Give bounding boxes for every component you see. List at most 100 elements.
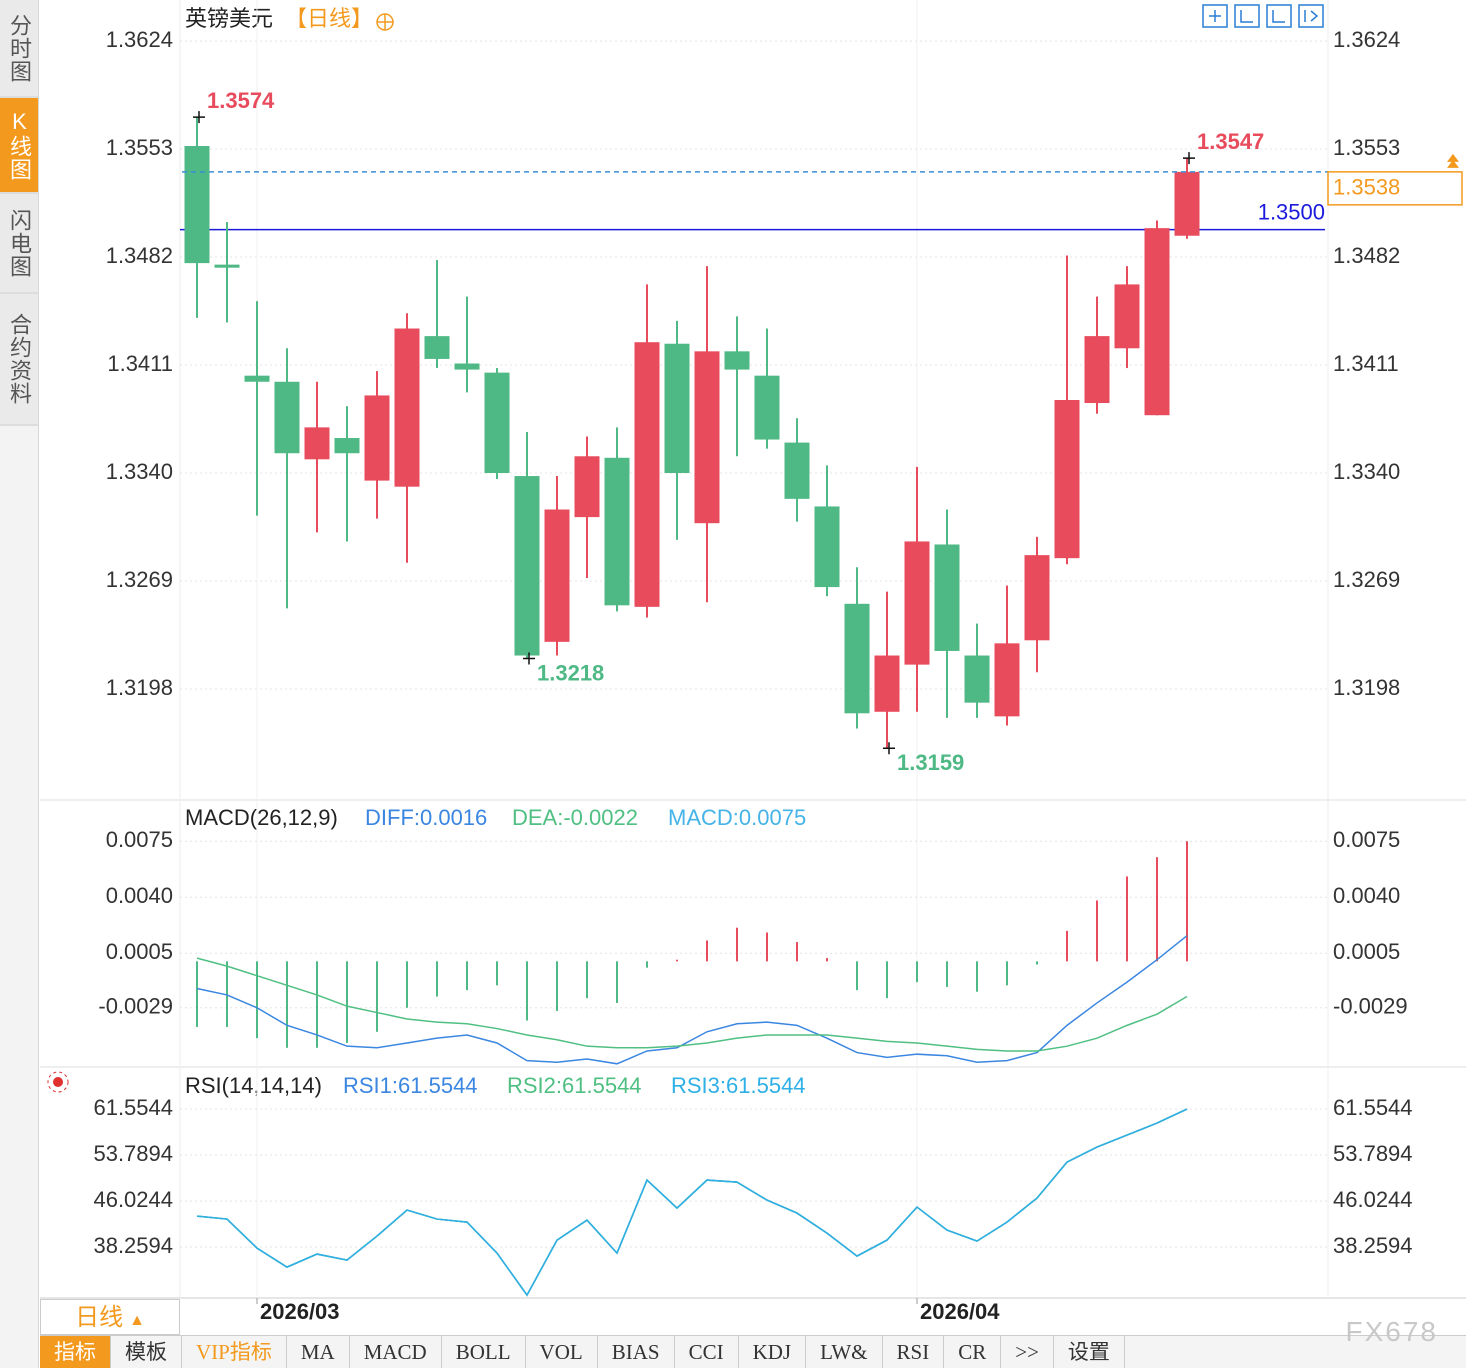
y-tick-label: 0.0005 — [106, 939, 173, 964]
last-price-label: 1.3538 — [1333, 175, 1400, 200]
candle-body — [214, 264, 240, 268]
candle-body — [754, 375, 780, 440]
tab[interactable]: K线图 — [0, 98, 38, 194]
extreme-label: 1.3574 — [207, 88, 275, 113]
candle-body — [244, 375, 270, 382]
candle-body — [1174, 171, 1200, 236]
toolbar-button[interactable]: 指标 — [40, 1336, 111, 1368]
candle-body — [784, 442, 810, 499]
toolbar-button[interactable]: RSI — [883, 1336, 945, 1368]
candle-body — [1054, 400, 1080, 559]
add-icon[interactable] — [376, 13, 394, 31]
extreme-marker — [883, 742, 895, 755]
last-price-arrow — [1447, 153, 1459, 168]
tab[interactable]: 闪电图 — [0, 194, 38, 294]
y-tick-label: 38.2594 — [93, 1233, 173, 1258]
legend-entry: MACD:0.0075 — [668, 805, 806, 830]
period-button[interactable]: 日线 ▲ — [40, 1299, 180, 1335]
extreme-label: 1.3159 — [897, 750, 964, 775]
toolbar-button[interactable]: LW& — [806, 1336, 883, 1368]
candle-body — [274, 381, 300, 454]
y-tick-label: 1.3553 — [1333, 135, 1400, 160]
candle-body — [664, 343, 690, 474]
series-line — [196, 1108, 1188, 1297]
tab[interactable]: 合约资料 — [0, 294, 38, 426]
y-tick-label: 1.3624 — [106, 27, 173, 52]
toolbar-button[interactable]: MACD — [350, 1336, 442, 1368]
toolbar-button[interactable]: VIP指标 — [182, 1336, 287, 1368]
toolbar-button[interactable]: KDJ — [739, 1336, 807, 1368]
tab[interactable]: 分时图 — [0, 0, 38, 98]
candle-body — [814, 506, 840, 588]
toolbar-button[interactable]: >> — [1001, 1336, 1054, 1368]
y-tick-label: 1.3198 — [106, 675, 173, 700]
candle-body — [844, 603, 870, 714]
y-tick-label: 38.2594 — [1333, 1233, 1413, 1258]
x-tick-label: 2026/03 — [260, 1299, 340, 1324]
candle-body — [994, 643, 1020, 717]
period-caret: ▲ — [129, 1312, 145, 1329]
candle-body — [544, 509, 570, 642]
y-tick-label: -0.0029 — [98, 994, 173, 1019]
candle-body — [904, 541, 930, 665]
candle-body — [334, 438, 360, 454]
toolbar-button[interactable]: CR — [944, 1336, 1002, 1368]
candle-body — [484, 372, 510, 474]
toolbar-icons[interactable] — [1202, 4, 1324, 28]
y-tick-label: 1.3482 — [106, 243, 173, 268]
chart-subtitle: 【日线】 — [285, 6, 373, 31]
candle-body — [634, 342, 660, 607]
y-tick-label: -0.0029 — [1333, 994, 1408, 1019]
rsi-icon[interactable] — [47, 1071, 69, 1093]
candle-body — [964, 655, 990, 703]
candle-body — [184, 146, 210, 264]
candle-body — [424, 336, 450, 359]
y-tick-label: 1.3411 — [107, 351, 173, 376]
toolbar-button[interactable]: MA — [287, 1336, 350, 1368]
indicator-title: MACD(26,12,9) — [185, 805, 338, 830]
candle-body — [874, 655, 900, 712]
legend-entry: RSI2:61.5544 — [507, 1073, 642, 1098]
y-tick-label: 1.3553 — [106, 135, 173, 160]
y-tick-label: 1.3269 — [1333, 567, 1400, 592]
y-tick-label: 0.0075 — [106, 827, 173, 852]
y-tick-label: 61.5544 — [1333, 1095, 1413, 1120]
toolbar-button[interactable]: BOLL — [442, 1336, 526, 1368]
candle-body — [1084, 336, 1110, 404]
y-tick-label: 46.0244 — [93, 1187, 173, 1212]
toolbar-button[interactable]: BIAS — [598, 1336, 675, 1368]
level-label: 1.3500 — [1258, 199, 1325, 224]
indicator-title: RSI(14,14,14) — [185, 1073, 322, 1098]
y-tick-label: 53.7894 — [93, 1141, 173, 1166]
last-price-box — [1327, 171, 1463, 206]
toolbar-button[interactable]: 模板 — [111, 1336, 182, 1368]
y-tick-label: 0.0040 — [1333, 883, 1400, 908]
y-tick-label: 0.0005 — [1333, 939, 1400, 964]
y-tick-label: 1.3411 — [1333, 351, 1399, 376]
legend-entry: RSI1:61.5544 — [343, 1073, 478, 1098]
candle-body — [574, 456, 600, 518]
candle-body — [514, 476, 540, 656]
extreme-marker — [1183, 152, 1195, 165]
toolbar-button[interactable]: 设置 — [1054, 1336, 1125, 1368]
y-tick-label: 1.3482 — [1333, 243, 1400, 268]
extreme-marker — [193, 111, 205, 124]
candle-body — [1024, 555, 1050, 641]
y-tick-label: 1.3340 — [1333, 459, 1400, 484]
y-tick-label: 0.0040 — [106, 883, 173, 908]
y-tick-label: 1.3269 — [106, 567, 173, 592]
candle-body — [1114, 284, 1140, 349]
toolbar-button[interactable]: VOL — [526, 1336, 598, 1368]
toolbar-button[interactable]: CCI — [675, 1336, 739, 1368]
extreme-label: 1.3547 — [1197, 129, 1264, 154]
candle-body — [604, 457, 630, 606]
toolbar: 指标 模板 VIP指标 MA MACD BOLL VOL BIAS CCI KDJ LW& RSI CR… — [40, 1335, 1466, 1368]
watermark: FX678 — [1345, 1316, 1438, 1347]
x-tick-label: 2026/04 — [920, 1299, 1000, 1324]
sidebar: 分时图 K线图 闪电图 合约资料 — [0, 0, 39, 1368]
legend-entry: DIFF:0.0016 — [365, 805, 487, 830]
candle-body — [724, 351, 750, 370]
y-tick-label: 1.3340 — [106, 459, 173, 484]
